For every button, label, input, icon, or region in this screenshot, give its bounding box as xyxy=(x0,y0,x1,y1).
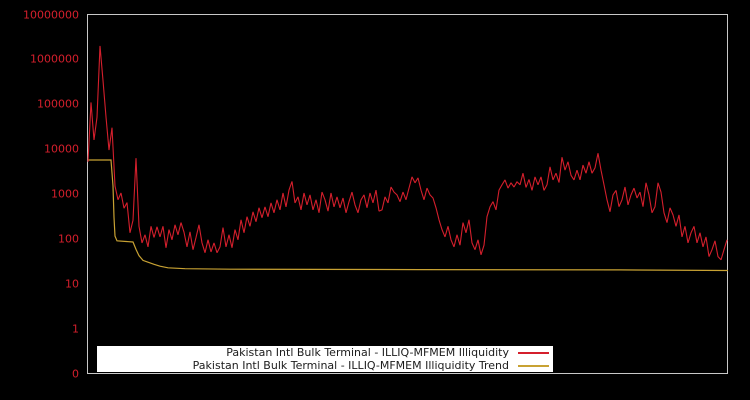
y-tick-label: 1000 xyxy=(51,187,79,201)
legend-row: Pakistan Intl Bulk Terminal - ILLIQ-MFME… xyxy=(97,346,549,359)
y-tick-label: 0 xyxy=(72,367,79,381)
y-tick-label: 1 xyxy=(72,322,79,335)
legend-line-sample-trend xyxy=(518,364,549,367)
y-axis-labels: 10000000 1000000 100000 10000 1000 100 10 1 0 xyxy=(0,0,80,400)
legend-line-sample-illiquidity xyxy=(518,351,549,354)
y-tick-label: 100 xyxy=(58,232,79,246)
legend: Pakistan Intl Bulk Terminal - ILLIQ-MFME… xyxy=(97,346,553,372)
y-tick-label: 100000 xyxy=(37,97,79,111)
y-tick-label: 1000000 xyxy=(30,52,79,66)
y-tick-label: 10000 xyxy=(44,142,79,156)
y-tick-label: 10000000 xyxy=(23,8,79,21)
legend-label-illiquidity: Pakistan Intl Bulk Terminal - ILLIQ-MFME… xyxy=(226,345,509,359)
y-tick-label: 10 xyxy=(65,277,79,291)
legend-row: Pakistan Intl Bulk Terminal - ILLIQ-MFME… xyxy=(97,359,549,372)
legend-label-trend: Pakistan Intl Bulk Terminal - ILLIQ-MFME… xyxy=(192,358,509,372)
